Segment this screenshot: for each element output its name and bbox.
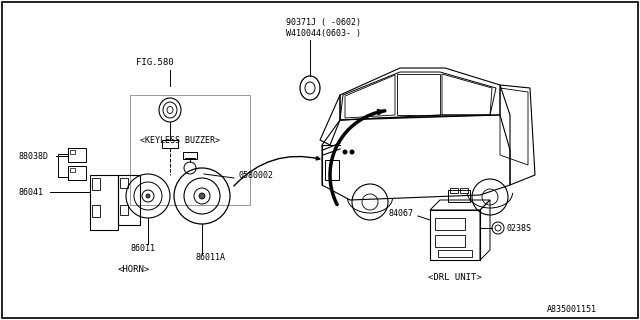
Bar — [460, 188, 468, 193]
Text: W410044(0603- ): W410044(0603- ) — [286, 28, 361, 37]
Bar — [120, 178, 128, 188]
Bar — [435, 235, 465, 247]
Bar — [435, 218, 465, 230]
Bar — [92, 205, 100, 217]
Bar — [70, 150, 75, 154]
Text: <DRL UNIT>: <DRL UNIT> — [428, 274, 482, 283]
Bar — [325, 160, 339, 180]
Circle shape — [343, 150, 347, 154]
Bar — [438, 250, 472, 257]
Text: 84067: 84067 — [388, 209, 413, 218]
Bar — [183, 152, 197, 159]
Text: 86011A: 86011A — [195, 253, 225, 262]
Bar — [450, 188, 458, 193]
Bar — [92, 178, 100, 190]
Text: 86041: 86041 — [18, 188, 43, 196]
Circle shape — [199, 193, 205, 199]
Bar — [130, 95, 250, 205]
Bar — [162, 140, 178, 148]
Bar — [430, 210, 480, 260]
Bar — [68, 166, 86, 180]
Text: 88038D: 88038D — [18, 151, 48, 161]
Bar — [90, 175, 118, 230]
Text: 90371J ( -0602): 90371J ( -0602) — [286, 18, 361, 27]
Text: FIG.580: FIG.580 — [136, 58, 174, 67]
Text: <KEYLESS BUZZER>: <KEYLESS BUZZER> — [140, 135, 220, 145]
Bar — [448, 190, 470, 202]
Text: 86011: 86011 — [130, 244, 155, 252]
Bar — [70, 168, 75, 172]
Circle shape — [350, 150, 354, 154]
Bar — [120, 205, 128, 215]
Text: 0238S: 0238S — [506, 223, 531, 233]
Text: <HORN>: <HORN> — [118, 266, 150, 275]
Text: 0580002: 0580002 — [238, 171, 273, 180]
Circle shape — [146, 194, 150, 198]
Bar — [118, 175, 140, 225]
Bar — [68, 148, 86, 162]
Text: A835001151: A835001151 — [547, 306, 597, 315]
